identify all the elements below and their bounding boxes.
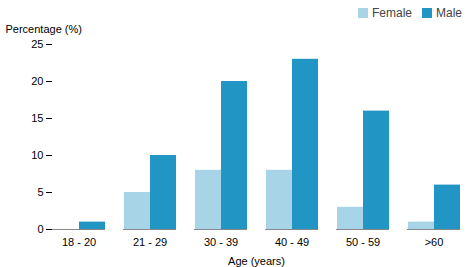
svg-text:>60: >60 (425, 236, 444, 248)
svg-text:20: 20 (31, 75, 43, 87)
html-text:Female: Female (372, 6, 412, 20)
svg-text:40 - 49: 40 - 49 (275, 236, 309, 248)
html-text:Male: Male (436, 6, 462, 20)
svg-text:Percentage (%): Percentage (%) (6, 23, 82, 35)
svg-text:50 - 59: 50 - 59 (346, 236, 380, 248)
svg-text:25: 25 (31, 38, 43, 50)
svg-text:0: 0 (37, 223, 43, 235)
svg-text:15: 15 (31, 112, 43, 124)
svg-text:18 - 20: 18 - 20 (62, 236, 96, 248)
svg-text:10: 10 (31, 149, 43, 161)
svg-text:Age (years): Age (years) (228, 255, 285, 267)
svg-text:5: 5 (37, 186, 43, 198)
svg-text:30 - 39: 30 - 39 (204, 236, 238, 248)
svg-text:21 - 29: 21 - 29 (133, 236, 167, 248)
